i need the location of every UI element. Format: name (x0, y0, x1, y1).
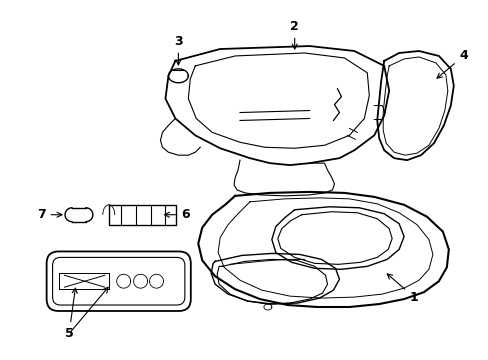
Text: 2: 2 (290, 20, 299, 49)
Text: 6: 6 (164, 208, 189, 221)
Text: 7: 7 (37, 208, 62, 221)
Text: 5: 5 (64, 288, 77, 340)
Text: 3: 3 (174, 35, 183, 65)
Text: 1: 1 (386, 274, 418, 303)
Text: 4: 4 (436, 49, 467, 78)
